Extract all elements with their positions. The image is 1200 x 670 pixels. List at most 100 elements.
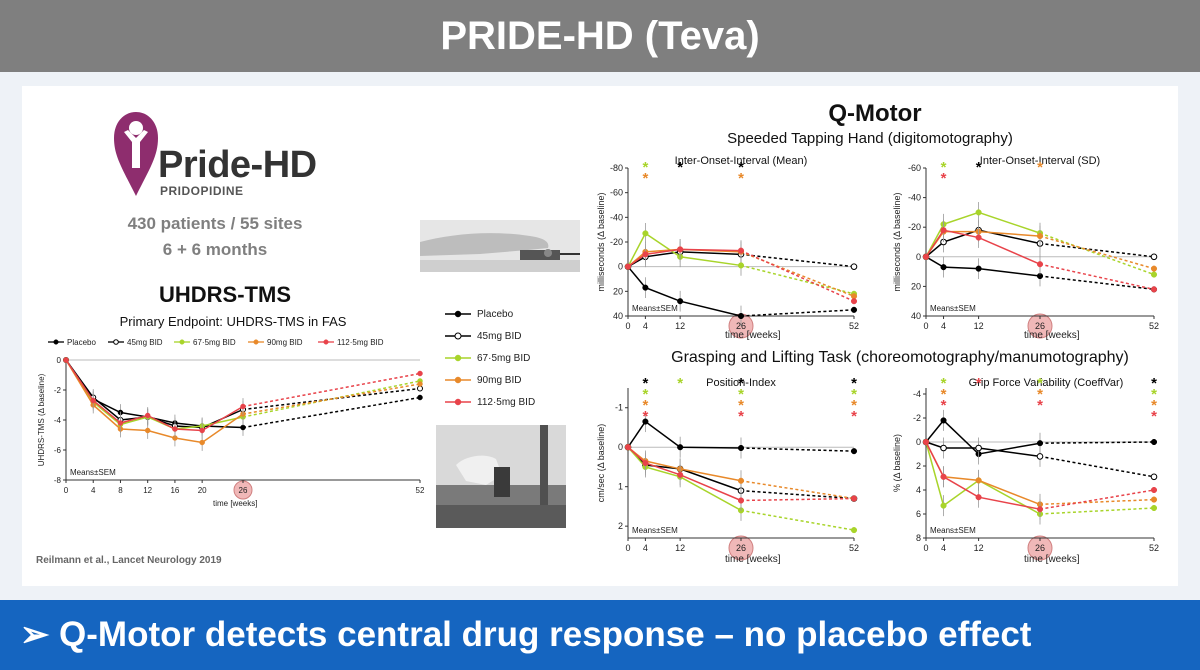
position-index-xtick-26: 26 [736, 543, 746, 553]
grip-force-xlabel: time [weeks] [1024, 554, 1080, 565]
ioi-sd-ytick--40: -40 [908, 193, 921, 203]
ioi-sd-xtick-52: 52 [1149, 321, 1159, 331]
ioi-mean-series-d45-extension [740, 253, 855, 268]
ioi-sd-series-d67-line [925, 211, 1041, 258]
ioi-sd-series-placebo-extension [1039, 275, 1155, 291]
grip-force-xtick-12: 12 [974, 543, 984, 553]
legend-entry-d45: 45mg BID [445, 327, 521, 345]
position-index-series-d45-extension [740, 489, 855, 500]
grip-force-xtick-26: 26 [1035, 543, 1045, 553]
grip-force-point-d45-12 [975, 444, 982, 452]
ioi-sd-series-d45-extension [1039, 242, 1155, 258]
grip-force-series-d45-line [925, 441, 1041, 458]
logo-subtitle: PRIDOPIDINE [160, 184, 244, 198]
position-index-xtick-4: 4 [643, 543, 648, 553]
ioi-sd-point-d67-52 [1150, 271, 1158, 278]
grip-force-asterisk-4-d67: * [941, 375, 947, 392]
uhdrs-title: Primary Endpoint: UHDRS-TMS in FAS [120, 314, 347, 329]
position-index-asterisk-52-d112: * [851, 408, 857, 425]
ioi-sd-ytick--60: -60 [908, 163, 921, 173]
position-index-asterisk-52-placebo: * [851, 375, 857, 392]
ioi-sd-point-d90-52 [1150, 265, 1158, 272]
uhdrs-series-placebo-line [65, 359, 244, 429]
title-bar: PRIDE-HD (Teva) [0, 0, 1200, 72]
position-index-ytick-1: 1 [618, 482, 623, 492]
grip-force-asterisk-4-d90: * [941, 386, 947, 403]
position-index-series-d112-extension [740, 497, 855, 502]
logo-name: Pride-HD [158, 144, 317, 186]
ioi-mean-point-placebo-26 [737, 312, 745, 320]
ioi-sd-ytick-0: 0 [916, 252, 921, 262]
position-index-title: Position-Index [706, 377, 776, 389]
ioi-sd-asterisk-26-d90: * [1037, 159, 1043, 176]
position-index-xtick-0: 0 [625, 543, 630, 553]
uhdrs-ytick--6: -6 [54, 446, 62, 455]
position-index-point-d90-26 [737, 477, 745, 484]
ioi-sd-ytick-40: 40 [911, 311, 921, 321]
uhdrs-ytick-0: 0 [57, 356, 62, 365]
uhdrs-legend-d45: 45mg BID [108, 338, 163, 347]
legend-swatch-placebo [445, 310, 471, 318]
grip-force-asterisk-52-d112: * [1151, 408, 1157, 425]
position-index-asterisk-52-d67: * [851, 386, 857, 403]
legend-swatch-d90 [445, 376, 471, 384]
position-index-ytick--1: -1 [615, 403, 623, 413]
grip-force-asterisk-26-d90: * [1037, 386, 1043, 403]
grip-force-point-d45-26 [1036, 453, 1044, 460]
grip-force-asterisk-52-d67: * [1151, 386, 1157, 403]
position-index-asterisk-12-d67: * [677, 375, 683, 392]
uhdrs-series-d45-line [65, 359, 244, 429]
ioi-sd-point-placebo-4 [940, 264, 947, 271]
ioi-sd-point-d112-12 [975, 234, 982, 241]
ioi-mean-xtick-4: 4 [643, 321, 648, 331]
ioi-sd-series-d112 [922, 219, 1158, 293]
ioi-mean-point-d67-4 [642, 230, 649, 237]
grip-force-series-d90-line [925, 441, 1041, 506]
legend-label-d90: 90mg BID [477, 374, 522, 386]
citation: Reilmann et al., Lancet Neurology 2019 [36, 555, 222, 566]
grip-force-point-d112-52 [1150, 486, 1158, 494]
position-index-asterisk-26-d112: * [738, 408, 744, 425]
uhdrs-xtick-12: 12 [143, 486, 152, 495]
position-index-series-placebo-line [627, 420, 742, 449]
grasping-section-title: Grasping and Lifting Task (choreomotogra… [671, 349, 1129, 366]
position-index-xlabel: time [weeks] [725, 554, 781, 565]
ioi-sd-point-d45-52 [1150, 253, 1158, 261]
grip-force-chart: Grip Force Variability (CoeffVar)0 4 12 26 5… [892, 375, 1159, 565]
ioi-sd-point-d67-12 [975, 209, 982, 216]
uhdrs-point-d112-20 [199, 427, 205, 434]
position-index-highlight-26 [728, 535, 754, 561]
takeaway-text: ➢ Q-Motor detects central drug response … [20, 615, 1032, 654]
grip-force-xtick-52: 52 [1149, 543, 1159, 553]
ioi-mean-point-d112-0 [624, 263, 632, 270]
uhdrs-point-d90-52 [417, 381, 423, 387]
grip-force-ytick-4: 4 [916, 485, 921, 495]
uhdrs-section-title: UHDRS-TMS [159, 282, 291, 307]
uhdrs-series-d90-extension [242, 383, 421, 415]
position-index-point-d112-26 [737, 497, 745, 504]
patients-line: 430 patients / 55 sites [127, 214, 303, 233]
ioi-mean-xtick-0: 0 [625, 321, 630, 331]
grip-force-point-d112-12 [975, 494, 982, 501]
uhdrs-legend-d67: 67·5mg BID [174, 338, 236, 347]
ioi-mean-asterisk-4-d90: * [642, 170, 648, 187]
legend-entry-placebo: Placebo [445, 305, 513, 323]
ioi-sd-point-placebo-12 [975, 265, 982, 272]
ioi-mean-point-d112-4 [642, 251, 649, 258]
grip-force-series-placebo-line [925, 419, 1041, 455]
ioi-sd-highlight-26 [1027, 313, 1053, 339]
ioi-mean-point-d67-26 [737, 262, 745, 269]
grip-force-point-placebo-4 [940, 417, 947, 424]
uhdrs-ytick--4: -4 [54, 416, 62, 425]
ioi-sd-ytick--20: -20 [908, 222, 921, 232]
legend-entry-d67: 67·5mg BID [445, 349, 530, 367]
grip-force-ytick--4: -4 [913, 389, 921, 399]
ioi-sd-point-d112-26 [1036, 261, 1044, 268]
uhdrs-point-placebo-52 [417, 394, 423, 401]
uhdrs-point-d112-26 [240, 403, 246, 410]
uhdrs-point-placebo-26 [240, 424, 246, 431]
ioi-mean-chart: Inter-Onset-Interval (Mean)0 4 12 26 52-80-6… [596, 155, 859, 341]
grip-force-point-d90-52 [1150, 496, 1158, 503]
ioi-mean-asterisk-26-placebo: * [738, 159, 744, 176]
uhdrs-point-d112-8 [117, 420, 124, 426]
